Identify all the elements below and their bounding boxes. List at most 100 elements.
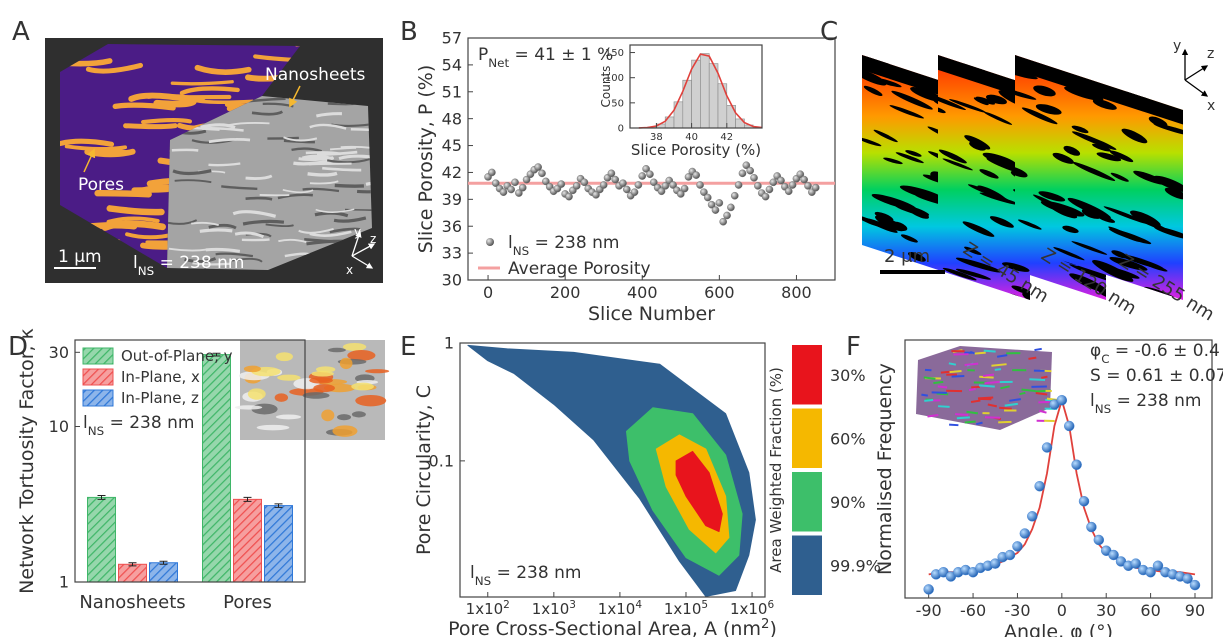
- y-tick-label: 51: [442, 82, 462, 101]
- inset-streak: [978, 384, 995, 388]
- render-label: y: [354, 225, 361, 239]
- inset-streak: [951, 375, 965, 378]
- inset-streak: [1029, 378, 1046, 382]
- sheet-curve: [365, 181, 372, 187]
- annotation-part: Net: [488, 56, 509, 70]
- slice-solid: [899, 185, 946, 202]
- slice-solid: [1092, 143, 1111, 152]
- sheet-curve: [245, 174, 273, 180]
- pore-streak: [179, 86, 240, 96]
- fit-line: [928, 396, 1196, 576]
- slice-solid: [1103, 206, 1148, 224]
- slice-solid: [938, 106, 946, 114]
- colorbar-label: 30%: [830, 366, 866, 385]
- data-point: [1086, 521, 1097, 533]
- data-point: [696, 181, 704, 189]
- colorbar-block: [792, 345, 822, 405]
- error-bar: [128, 562, 137, 567]
- slice-solid: [871, 282, 900, 294]
- slice-solid: [1110, 172, 1129, 182]
- slice-solid: [985, 94, 1007, 105]
- y-tick-label: 30: [442, 271, 462, 290]
- inset-blob: [351, 411, 366, 418]
- sheet-curve: [168, 247, 207, 252]
- slice-solid: [873, 129, 898, 143]
- axis-arrow: [1184, 79, 1209, 97]
- data-point: [1145, 567, 1156, 578]
- slice-solid: [863, 85, 883, 96]
- data-point: [738, 169, 747, 178]
- data-point: [1041, 442, 1053, 453]
- inset-blob: [347, 350, 376, 361]
- x-axis-label: Angle, φ (°): [1004, 621, 1113, 637]
- inset-blob: [339, 357, 353, 370]
- panel-letter: C: [820, 17, 838, 47]
- data-point: [811, 183, 820, 192]
- y-tick-label: 33: [442, 244, 462, 263]
- slice-solid: [938, 149, 967, 164]
- x-tick-label: 1x103: [532, 599, 576, 618]
- data-point: [511, 178, 519, 187]
- render-label: 1 μm: [58, 247, 102, 267]
- bar: [87, 496, 116, 583]
- data-point: [680, 184, 689, 193]
- plot-frame: [629, 44, 763, 129]
- inset-blob: [321, 409, 335, 422]
- slice-solid: [976, 291, 996, 300]
- x-tick-label: 30: [1096, 601, 1116, 620]
- x-tick-label: 600: [704, 283, 735, 302]
- x-axis-label: Slice Porosity (%): [631, 141, 761, 159]
- slice-solid: [1153, 175, 1183, 192]
- data-point: [703, 193, 712, 202]
- sheet-curve: [307, 171, 338, 177]
- pore-streak: [128, 92, 193, 103]
- slice-solid: [963, 292, 981, 300]
- x-tick-label: -30: [1004, 601, 1030, 620]
- slice-solid: [1153, 226, 1183, 240]
- slice-solid: [964, 135, 991, 150]
- sheet-curve: [309, 230, 352, 237]
- data-point: [707, 200, 716, 209]
- pore-streak: [106, 205, 165, 216]
- inset-streak: [1041, 375, 1048, 379]
- annotation-part: l: [83, 413, 88, 433]
- data-point: [534, 163, 542, 171]
- render-label-part: NS: [138, 264, 154, 278]
- slice-solid: [1022, 291, 1030, 300]
- x-tick-label: 1x106: [730, 599, 775, 618]
- inset-streak: [971, 385, 980, 389]
- slice-solid: [964, 246, 982, 256]
- slice-solid: [889, 105, 924, 119]
- inset-streak: [974, 351, 986, 355]
- data-point: [742, 161, 751, 170]
- x-tick-label: 800: [781, 283, 812, 302]
- y-tick-label: 30: [49, 343, 69, 362]
- plot-frame: [904, 339, 1213, 599]
- sheet-curve: [208, 162, 241, 167]
- data-point: [580, 178, 589, 187]
- sheet-curve: [316, 112, 342, 118]
- slice-solid: [874, 211, 894, 222]
- x-tick-label: 42: [720, 132, 733, 143]
- inset-streak: [1034, 347, 1042, 352]
- pore-streak: [123, 123, 178, 130]
- slice-solid: [1053, 247, 1085, 261]
- data-point: [750, 174, 758, 182]
- sheet-curve: [330, 147, 357, 151]
- data-point: [723, 211, 731, 220]
- axis-arrow: [351, 243, 376, 257]
- slice-solid: [1062, 225, 1079, 234]
- inset-streak: [936, 392, 949, 396]
- x-tick-label: 38: [650, 132, 663, 143]
- data-point: [1056, 395, 1068, 406]
- pore-streak: [60, 138, 115, 148]
- slice-solid: [967, 184, 1009, 201]
- legend-swatch: [82, 347, 114, 365]
- slice-solid: [1149, 55, 1183, 66]
- legend-marker: [486, 238, 494, 246]
- plot-frame: [74, 339, 306, 583]
- pore-streak: [141, 118, 193, 125]
- x-tick-label-part: 2: [503, 599, 510, 611]
- panel-letter: F: [846, 332, 861, 362]
